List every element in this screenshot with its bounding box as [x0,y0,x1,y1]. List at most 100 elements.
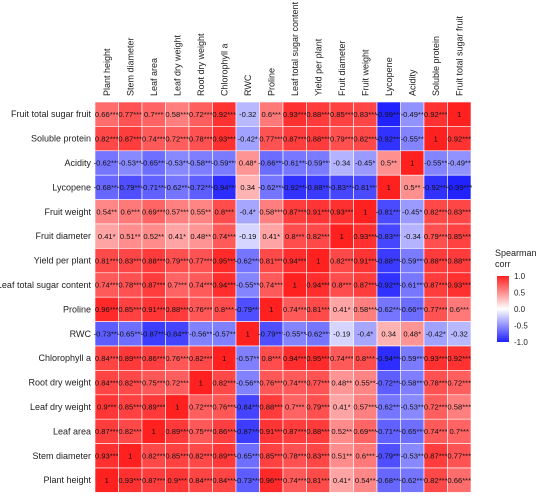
cell-value-label: 1 [175,403,179,412]
cell-value-label: 0.81*** [306,476,330,485]
cell-value-label: 0.88*** [424,256,448,265]
cell-value-label: 0.82*** [424,208,448,217]
cell-value-label: 0.88*** [306,110,330,119]
cell-value-label: 0.87*** [424,281,448,290]
cell-value-label: -0.92*** [376,134,402,143]
cell-value-label: 1 [457,110,461,119]
cell-value-label: 0.88*** [142,256,166,265]
cell-value-label: 1 [152,427,156,436]
cell-value-label: 0.41* [168,232,186,241]
cell-value-label: 0.57*** [165,208,189,217]
cell-value-label: 0.92*** [212,110,236,119]
cell-value-label: 0.89*** [165,427,189,436]
cell-value-label: 0.58*** [259,208,283,217]
cell-value-label: 0.87*** [283,427,307,436]
x-tick-label: Lycopene [384,57,394,96]
cell-value-label: 0.92*** [447,134,471,143]
cell-value-label: 0.6*** [262,110,281,119]
cell-value-label: 0.84*** [189,476,213,485]
cell-value-label: 0.58*** [165,110,189,119]
cell-value-label: -0.62*** [305,330,331,339]
cell-value-label: 0.78*** [283,452,307,461]
cell-value-label: 0.57*** [353,403,377,412]
legend-tick-label: -0.5 [514,322,528,331]
cell-value-label: 0.41* [333,403,351,412]
y-tick-label: Leaf total sugar content [0,280,91,290]
cell-value-label: 0.93*** [95,452,119,461]
cell-value-label: 0.78*** [189,134,213,143]
cell-value-label: 0.93*** [118,476,142,485]
cell-value-label: -0.19 [239,232,256,241]
cell-value-label: -0.55** [424,159,447,168]
cell-value-label: -0.42* [238,134,258,143]
cell-value-label: 1 [363,208,367,217]
cell-value-label: 1 [316,256,320,265]
cell-value-label: 0.87*** [283,134,307,143]
cell-value-label: -0.58*** [399,378,425,387]
cell-value-label: 1 [222,354,226,363]
cell-value-label: 0.82*** [212,378,236,387]
x-tick-label: Yield per plant [313,38,323,96]
cell-value-label: -0.79*** [376,452,402,461]
cell-value-label: 0.69*** [353,427,377,436]
cell-value-label: -0.66*** [399,305,425,314]
legend-ticks: 1.0 0.5 0.0 -0.5 -1.0 [509,272,528,347]
cell-value-label: 0.88*** [447,256,471,265]
cell-value-label: 0.96*** [259,476,283,485]
cell-value-label: -0.34 [333,159,350,168]
cell-value-label: 0.93*** [353,232,377,241]
cell-value-label: -0.65*** [399,427,425,436]
cell-value-label: 0.58*** [353,305,377,314]
cell-value-label: -0.72*** [376,378,402,387]
cell-value-label: -0.65*** [235,452,261,461]
y-tick-label: Fruit diameter [35,231,91,241]
cell-value-label: 0.5** [381,159,398,168]
cell-value-label: -0.87*** [141,330,167,339]
cell-value-label: 0.76*** [212,403,236,412]
cell-value-label: 0.79*** [424,232,448,241]
cell-value-label: 0.51** [120,232,141,241]
cell-value-label: 0.82*** [424,476,448,485]
cell-value-label: -0.59*** [399,354,425,363]
cell-value-label: 0.77*** [447,452,471,461]
cell-value-label: 0.81*** [306,305,330,314]
cell-value-label: -0.92*** [423,183,449,192]
cell-value-label: 0.86*** [142,354,166,363]
cell-value-label: -0.49** [448,159,471,168]
cell-value-label: -0.62*** [258,183,284,192]
x-tick-label: Fruit diameter [337,40,347,96]
cell-value-label: 0.87*** [353,281,377,290]
cell-value-label: 0.77*** [306,378,330,387]
cell-value-label: 0.51** [331,452,352,461]
cell-value-label: 0.88*** [306,134,330,143]
cell-value-label: 0.6*** [356,452,375,461]
cell-value-label: 0.69*** [142,208,166,217]
legend: Spearman corr 1.0 0.5 0.0 -0.5 -1.0 [495,248,537,347]
cell-value-label: -0.59*** [211,159,237,168]
cell-value-label: -0.62*** [164,183,190,192]
cell-value-label: 0.74*** [259,281,283,290]
cell-value-label: -0.94*** [376,354,402,363]
cell-value-label: 0.76*** [165,354,189,363]
x-tick-label: Proline [266,68,276,96]
cell-value-label: -0.68*** [376,476,402,485]
cell-value-label: 0.77*** [189,256,213,265]
cell-value-label: 1 [340,232,344,241]
legend-colorbar [497,276,509,342]
cell-value-label: 0.94*** [306,281,330,290]
cell-value-label: 0.77*** [424,305,448,314]
cell-value-label: 0.75*** [142,378,166,387]
cell-value-label: 0.48* [403,330,421,339]
cell-value-label: 0.81*** [95,256,119,265]
cell-value-label: 1 [293,281,297,290]
cell-value-label: 0.79*** [165,256,189,265]
cell-value-label: 0.89*** [142,403,166,412]
cell-value-label: 0.74*** [283,378,307,387]
cell-value-label: 0.8*** [285,232,304,241]
cell-value-label: -0.81*** [352,183,378,192]
cell-value-label: 0.84*** [95,354,119,363]
y-axis-tick-labels: Fruit total sugar fruit Soluble protein Ac… [0,109,91,485]
cell-value-label: 1 [199,378,203,387]
cell-value-label: -0.62*** [376,305,402,314]
cell-value-label: 0.76*** [259,378,283,387]
